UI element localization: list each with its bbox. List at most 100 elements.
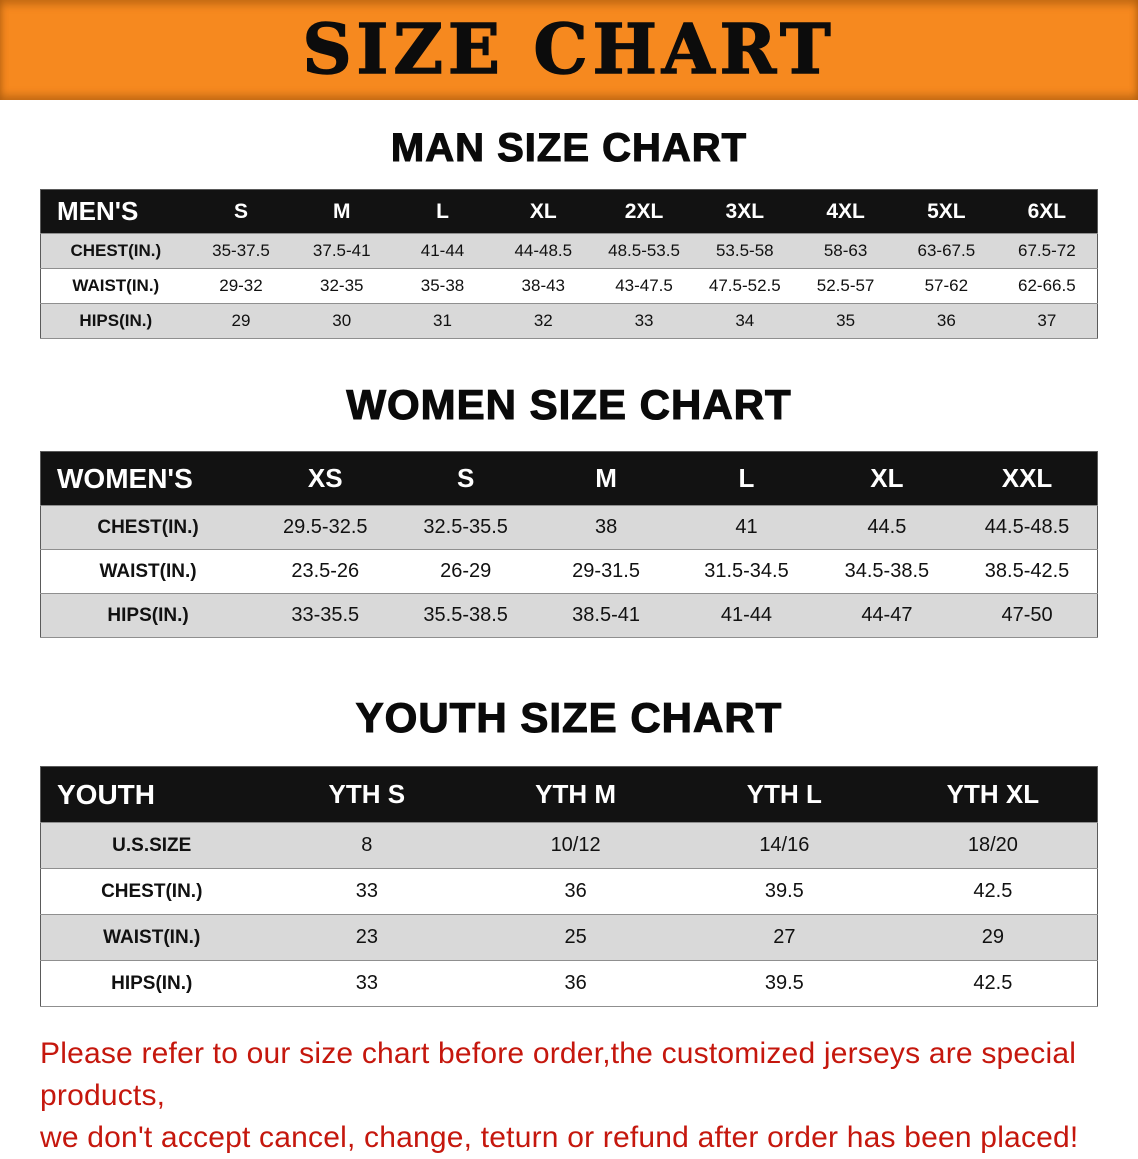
size-chart-banner: SIZE CHART: [0, 0, 1138, 100]
measurement-row: CHEST(IN.) 29.5-32.5 32.5-35.5 38 41 44.5 44.5…: [40, 505, 1098, 550]
size-value-cell: 42.5: [888, 868, 1098, 915]
size-value-cell: 62-66.5: [996, 268, 1098, 304]
size-value-cell: 29-31.5: [535, 549, 677, 594]
size-value-cell: 36: [471, 960, 680, 1007]
measurement-label: WAIST(IN.): [40, 268, 191, 304]
size-header-cell: XL: [492, 189, 594, 234]
size-header-cell: XS: [255, 451, 396, 506]
size-value-cell: 36: [471, 868, 680, 915]
disclaimer-line-1: Please refer to our size chart before or…: [40, 1037, 1077, 1112]
size-header-row: WOMEN'S XS S M L XL XXL: [40, 451, 1098, 506]
size-value-cell: 26-29: [395, 549, 536, 594]
size-header-cell: L: [676, 451, 817, 506]
size-value-cell: 48.5-53.5: [593, 233, 695, 269]
measurement-label: U.S.SIZE: [40, 822, 263, 869]
size-value-cell: 29.5-32.5: [255, 505, 396, 550]
size-value-cell: 31.5-34.5: [676, 549, 817, 594]
size-value-cell: 33: [593, 303, 695, 339]
size-header-cell: 2XL: [593, 189, 695, 234]
size-value-cell: 39.5: [679, 868, 889, 915]
measurement-row: WAIST(IN.) 23 25 27 29: [40, 914, 1098, 961]
size-value-cell: 23.5-26: [255, 549, 396, 594]
size-header-row: YOUTH YTH S YTH M YTH L YTH XL: [40, 766, 1098, 823]
size-header-cell: M: [291, 189, 393, 234]
size-value-cell: 34.5-38.5: [816, 549, 958, 594]
size-value-cell: 42.5: [888, 960, 1098, 1007]
size-value-cell: 32: [492, 303, 594, 339]
size-value-cell: 32.5-35.5: [395, 505, 536, 550]
size-value-cell: 58-63: [795, 233, 896, 269]
size-value-cell: 32-35: [291, 268, 393, 304]
measurement-row: HIPS(IN.) 33 36 39.5 42.5: [40, 960, 1098, 1007]
disclaimer-note: Please refer to our size chart before or…: [40, 1033, 1098, 1159]
size-header-cell: YTH S: [262, 766, 472, 823]
men-section-heading: MAN SIZE CHART: [390, 125, 748, 170]
table-title-cell: WOMEN'S: [40, 451, 256, 506]
size-value-cell: 38.5-42.5: [957, 549, 1098, 594]
measurement-row: U.S.SIZE 8 10/12 14/16 18/20: [40, 822, 1098, 869]
youth-size-table: YOUTH YTH S YTH M YTH L YTH XL U.S.SIZE 8 10/12…: [40, 766, 1098, 1007]
size-header-cell: YTH XL: [888, 766, 1098, 823]
size-header-cell: M: [535, 451, 677, 506]
size-value-cell: 52.5-57: [795, 268, 896, 304]
size-value-cell: 38.5-41: [535, 593, 677, 638]
size-value-cell: 41-44: [676, 593, 817, 638]
size-value-cell: 33: [262, 868, 472, 915]
size-header-cell: XL: [816, 451, 958, 506]
size-value-cell: 35-37.5: [190, 233, 292, 269]
measurement-row: HIPS(IN.) 33-35.5 35.5-38.5 38.5-41 41-44 44-…: [40, 593, 1098, 638]
women-section-heading: WOMEN SIZE CHART: [346, 380, 792, 428]
size-header-cell: YTH M: [471, 766, 680, 823]
youth-size-section: YOUTH SIZE CHART YOUTH YTH S YTH M YTH L YTH…: [0, 693, 1138, 1007]
size-value-cell: 53.5-58: [694, 233, 796, 269]
size-value-cell: 38-43: [492, 268, 594, 304]
size-value-cell: 8: [262, 822, 472, 869]
men-size-section: MAN SIZE CHART MEN'S S M L XL 2XL 3XL 4XL 5XL 6XL…: [0, 125, 1138, 339]
measurement-label: CHEST(IN.): [40, 233, 191, 269]
size-header-cell: 3XL: [694, 189, 796, 234]
size-value-cell: 35.5-38.5: [395, 593, 536, 638]
measurement-label: WAIST(IN.): [40, 914, 263, 961]
size-header-cell: YTH L: [679, 766, 889, 823]
size-value-cell: 31: [392, 303, 493, 339]
size-value-cell: 34: [694, 303, 796, 339]
size-header-cell: S: [190, 189, 292, 234]
size-value-cell: 33-35.5: [255, 593, 396, 638]
size-value-cell: 14/16: [679, 822, 889, 869]
measurement-label: WAIST(IN.): [40, 549, 256, 594]
size-header-cell: 4XL: [795, 189, 896, 234]
size-value-cell: 57-62: [895, 268, 997, 304]
measurement-label: HIPS(IN.): [40, 303, 191, 339]
women-size-section: WOMEN SIZE CHART WOMEN'S XS S M L XL XXL CHEST(…: [0, 380, 1138, 638]
women-size-table: WOMEN'S XS S M L XL XXL CHEST(IN.) 29.5-32.5 32.5…: [40, 451, 1098, 638]
size-value-cell: 39.5: [679, 960, 889, 1007]
page-title: SIZE CHART: [302, 10, 836, 90]
size-value-cell: 10/12: [471, 822, 680, 869]
measurement-row: HIPS(IN.) 29 30 31 32 33 34 35 36 37: [40, 303, 1098, 339]
size-value-cell: 67.5-72: [996, 233, 1098, 269]
measurement-label: HIPS(IN.): [40, 960, 263, 1007]
size-header-cell: XXL: [957, 451, 1098, 506]
size-value-cell: 29-32: [190, 268, 292, 304]
size-value-cell: 35-38: [392, 268, 493, 304]
size-header-cell: S: [395, 451, 536, 506]
size-header-row: MEN'S S M L XL 2XL 3XL 4XL 5XL 6XL: [40, 189, 1098, 234]
size-value-cell: 18/20: [888, 822, 1098, 869]
measurement-label: HIPS(IN.): [40, 593, 256, 638]
size-value-cell: 23: [262, 914, 472, 961]
size-value-cell: 29: [888, 914, 1098, 961]
size-value-cell: 41-44: [392, 233, 493, 269]
size-header-cell: L: [392, 189, 493, 234]
size-value-cell: 38: [535, 505, 677, 550]
size-value-cell: 36: [895, 303, 997, 339]
men-size-table: MEN'S S M L XL 2XL 3XL 4XL 5XL 6XL CHEST(IN.) 35-37…: [40, 189, 1098, 339]
size-value-cell: 25: [471, 914, 680, 961]
measurement-row: CHEST(IN.) 33 36 39.5 42.5: [40, 868, 1098, 915]
size-value-cell: 44-48.5: [492, 233, 594, 269]
measurement-row: CHEST(IN.) 35-37.5 37.5-41 41-44 44-48.5 48.5…: [40, 233, 1098, 269]
table-title-cell: YOUTH: [40, 766, 263, 823]
measurement-row: WAIST(IN.) 23.5-26 26-29 29-31.5 31.5-34.5 34…: [40, 549, 1098, 594]
size-value-cell: 30: [291, 303, 393, 339]
size-value-cell: 33: [262, 960, 472, 1007]
size-value-cell: 44.5: [816, 505, 958, 550]
